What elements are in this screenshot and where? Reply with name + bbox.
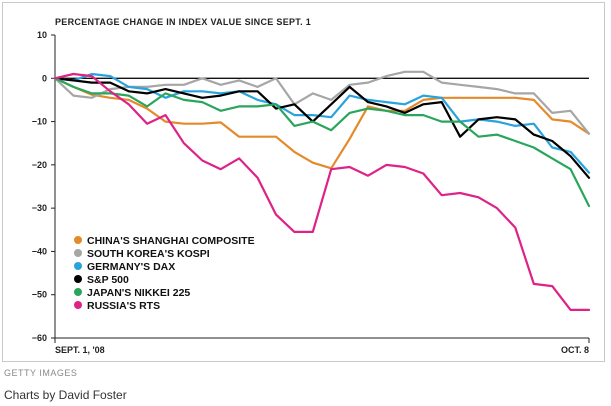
- legend-label-4: JAPAN'S NIKKEI 225: [87, 287, 190, 299]
- y-tick-label: −60: [32, 333, 47, 343]
- legend-label-1: SOUTH KOREA'S KOSPI: [87, 248, 210, 260]
- series-line-2: [53, 72, 591, 174]
- legend-marker-5: [74, 301, 82, 309]
- series-line-3: [53, 77, 591, 179]
- legend-label-2: GERMANY'S DAX: [87, 261, 175, 273]
- legend-marker-0: [74, 236, 82, 244]
- legend-marker-2: [74, 262, 82, 270]
- series-line-4: [53, 77, 591, 208]
- y-tick-label: −40: [32, 246, 47, 256]
- y-tick-label: 0: [42, 73, 47, 83]
- y-tick-label: −30: [32, 203, 47, 213]
- series-line-0: [53, 77, 591, 170]
- legend-marker-3: [74, 275, 82, 283]
- x-tick-label-end: OCT. 8: [561, 345, 589, 355]
- line-chart: PERCENTAGE CHANGE IN INDEX VALUE SINCE S…: [32, 17, 591, 355]
- y-tick-label: −20: [32, 160, 47, 170]
- chart-frame: PERCENTAGE CHANGE IN INDEX VALUE SINCE S…: [2, 2, 605, 362]
- legend-marker-4: [74, 288, 82, 296]
- chart-credit: Charts by David Foster: [4, 388, 127, 402]
- legend-marker-1: [74, 249, 82, 257]
- y-tick-label: −50: [32, 290, 47, 300]
- series-line-5: [53, 72, 591, 311]
- legend-label-3: S&P 500: [87, 274, 129, 286]
- chart-title: PERCENTAGE CHANGE IN INDEX VALUE SINCE S…: [55, 17, 311, 27]
- image-credit: GETTY IMAGES: [4, 368, 78, 378]
- y-tick-label: −10: [32, 117, 47, 127]
- series-line-1: [53, 70, 591, 135]
- x-tick-label-start: SEPT. 1, '08: [55, 345, 105, 355]
- legend-label-0: CHINA'S SHANGHAI COMPOSITE: [87, 235, 255, 247]
- y-tick-label: 10: [37, 30, 47, 40]
- legend-label-5: RUSSIA'S RTS: [87, 300, 160, 312]
